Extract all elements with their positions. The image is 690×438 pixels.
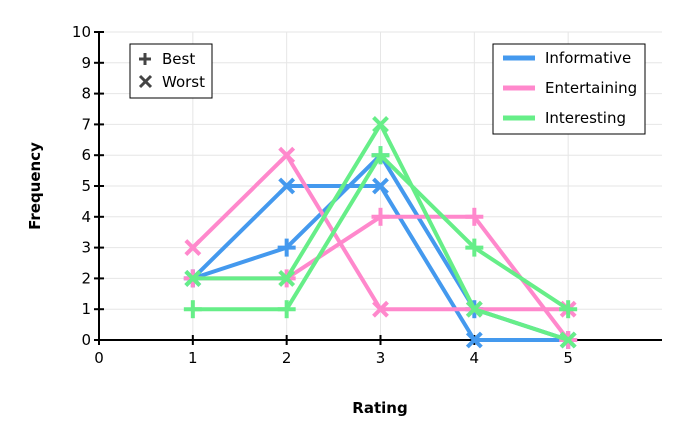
x-tick-label: 4	[470, 349, 480, 367]
cross-marker	[372, 300, 389, 318]
x-tick-label: 2	[282, 349, 292, 367]
y-tick-label: 5	[81, 177, 91, 195]
cross-marker	[559, 331, 577, 349]
y-tick-label: 7	[81, 115, 91, 133]
y-axis-title: Frequency	[26, 142, 44, 230]
legend-label-informative: Informative	[545, 49, 631, 67]
plus-marker	[371, 146, 390, 165]
y-tick-label: 4	[81, 208, 91, 226]
y-tick-label: 10	[72, 23, 91, 41]
plus-marker	[465, 238, 484, 257]
y-tick-label: 8	[81, 85, 91, 103]
plus-marker	[277, 300, 296, 319]
legend-label-best: Best	[162, 50, 195, 68]
series-interesting-best	[183, 146, 578, 319]
color-legend: Informative Entertaining Interesting	[492, 43, 646, 135]
plus-marker	[465, 207, 484, 226]
legend-plus-icon	[139, 53, 151, 65]
series-layer	[183, 115, 578, 349]
plus-marker	[559, 300, 578, 319]
x-tick-label: 3	[376, 349, 386, 367]
series-interesting-worst	[184, 115, 577, 349]
cross-marker	[278, 146, 296, 164]
marker-legend: Best Worst	[129, 43, 213, 99]
y-tick-label: 2	[81, 269, 91, 287]
x-axis-title: Rating	[352, 399, 407, 417]
y-tick-label: 0	[81, 331, 91, 349]
legend-label-entertaining: Entertaining	[545, 79, 637, 97]
y-tick-label: 9	[81, 54, 91, 72]
plus-marker	[277, 238, 296, 257]
cross-marker	[184, 239, 202, 257]
legend-cross-icon	[138, 74, 153, 89]
x-tick-label: 0	[94, 349, 104, 367]
cross-marker	[372, 177, 389, 195]
plus-marker	[183, 300, 202, 319]
cross-marker	[278, 177, 296, 195]
y-tick-label: 6	[81, 146, 91, 164]
cross-marker	[465, 331, 483, 349]
cross-marker	[278, 269, 296, 287]
x-tick-label: 5	[563, 349, 573, 367]
x-tick-label: 1	[188, 349, 198, 367]
legend-label-worst: Worst	[162, 73, 205, 91]
cross-marker	[372, 115, 389, 133]
y-tick-label: 3	[81, 239, 91, 257]
plus-marker	[371, 207, 390, 226]
legend-label-interesting: Interesting	[545, 109, 626, 127]
cross-marker	[465, 300, 483, 318]
y-tick-label: 1	[81, 300, 91, 318]
cross-marker	[184, 269, 202, 287]
